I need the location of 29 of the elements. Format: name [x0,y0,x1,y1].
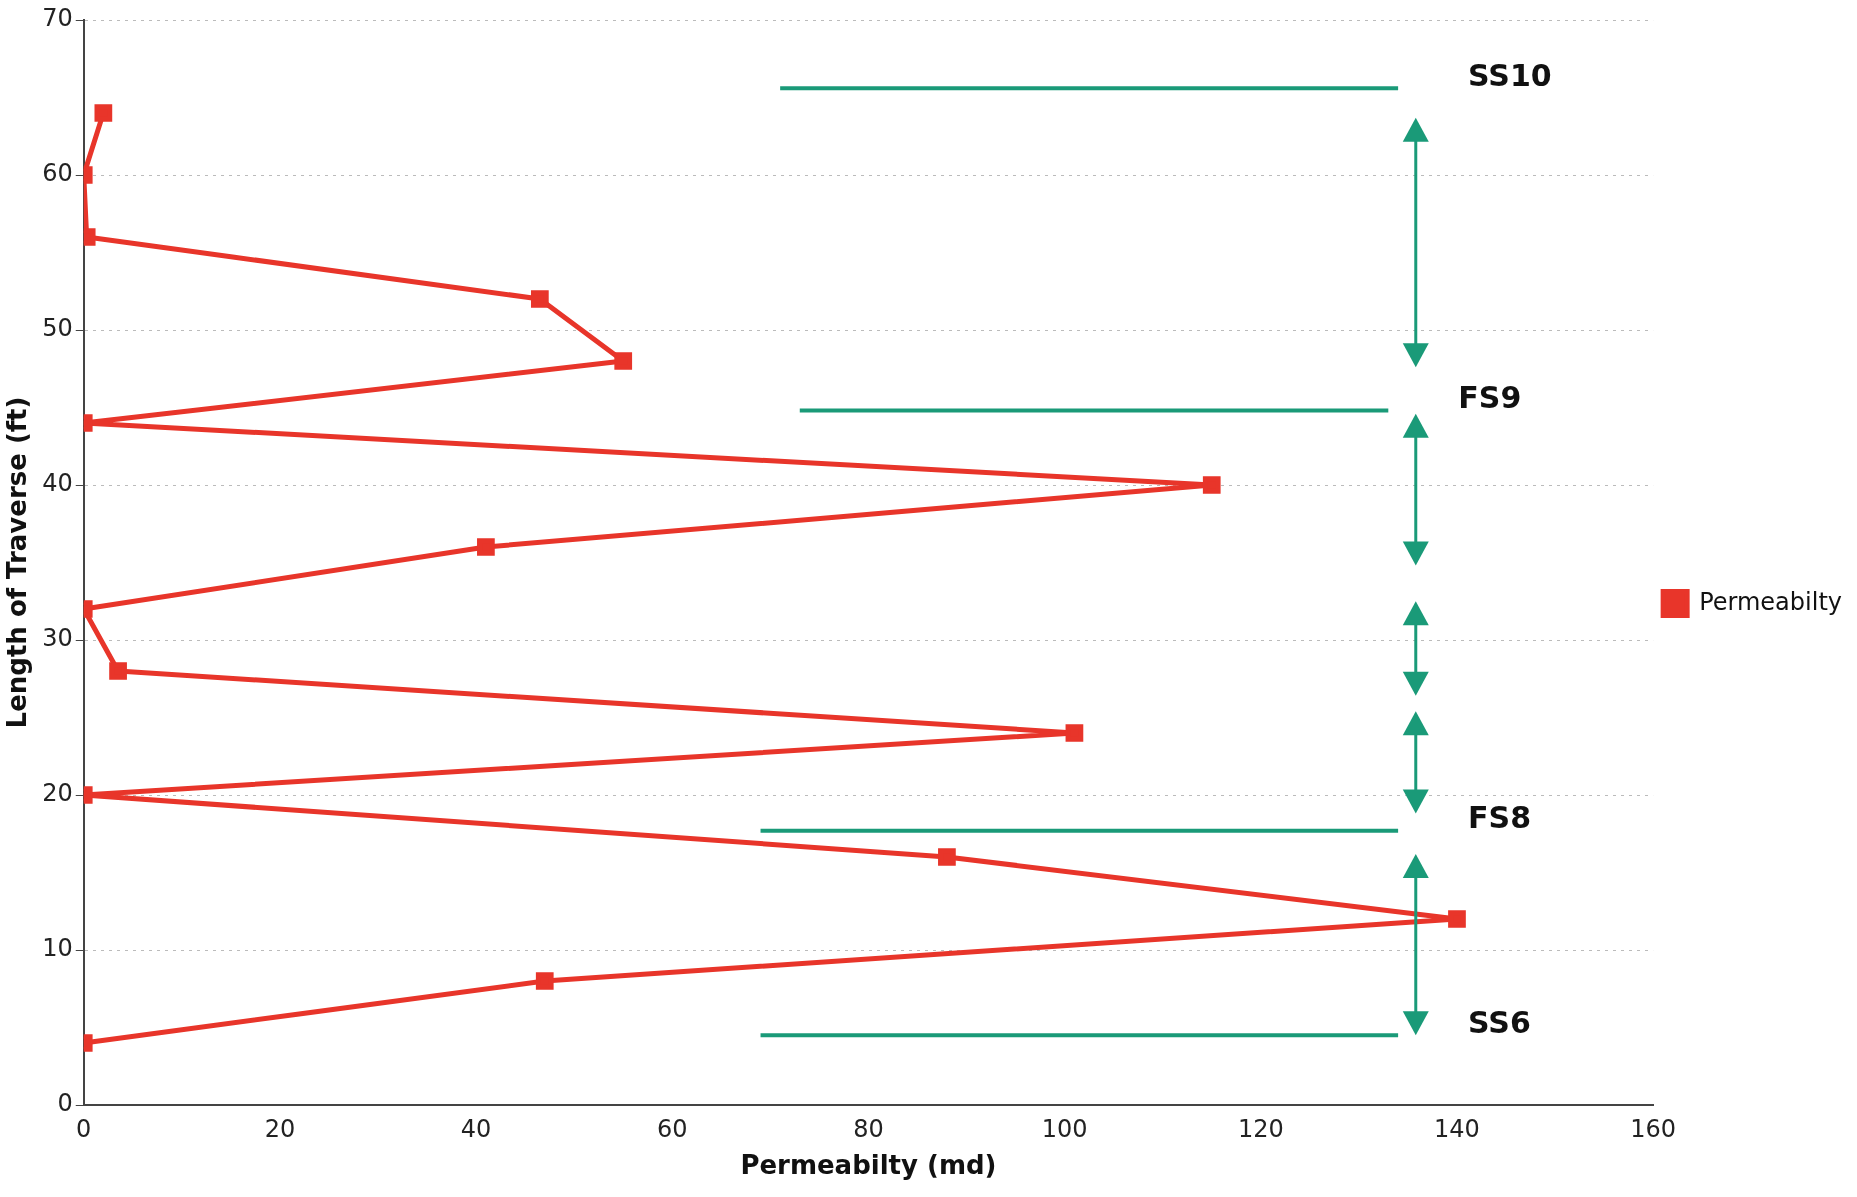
point [1448,910,1466,928]
y-tick-label: 70 [42,4,73,33]
y-tick-label: 40 [42,469,73,498]
x-tick-label: 80 [853,1114,884,1143]
x-tick-label: 120 [1237,1114,1284,1143]
y-tick-label: 50 [42,314,73,343]
point [1065,724,1084,742]
point [614,352,633,370]
point [1202,476,1221,494]
legend-label: SS6 [1468,1005,1531,1041]
x-tick-label: 60 [656,1114,688,1143]
x-tick-label: 100 [1041,1114,1088,1143]
y-tick-label: 30 [42,624,73,653]
text: FS9 [1458,380,1522,416]
text: SS10 [1468,58,1552,93]
y-tick-label: 60 [42,159,73,188]
x-tick-label: 0 [76,1114,92,1143]
y-tick-label: 0 [57,1089,73,1118]
point [938,848,956,866]
y-tick-label: 10 [42,934,73,963]
legend-label: Permeabilty [1699,587,1843,616]
y-axis-title: Length of Traverse (ft) [2,396,33,729]
x-tick-label: 40 [460,1114,492,1143]
x-tick-label: 20 [264,1114,296,1143]
legend-label: FS8 [1468,800,1532,836]
y-tick-label: 20 [42,779,73,808]
x-tick-label: 140 [1434,1114,1480,1143]
x-axis-title: Permeabilty (md) [740,1150,997,1181]
x-tick-label: 160 [1630,1114,1677,1143]
